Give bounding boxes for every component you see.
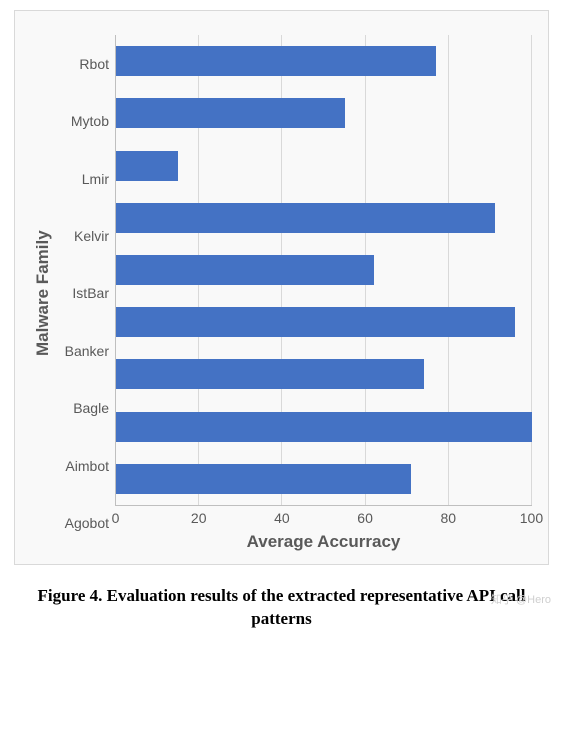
y-tick-label: Kelvir (55, 210, 109, 262)
y-tick-label: Lmir (55, 153, 109, 205)
bar (116, 412, 532, 442)
plot-area (115, 35, 532, 506)
bar-slot (116, 296, 532, 348)
bar-slot (116, 87, 532, 139)
y-axis-tick-labels: RbotMytob LmirKelvirIstBar BankerBagle Aimb… (55, 35, 115, 552)
bar (116, 203, 495, 233)
bar (116, 255, 374, 285)
y-tick-label: Rbot (55, 38, 109, 90)
chart-container: Malware Family RbotMytob LmirKelvirIstBar… (0, 0, 563, 569)
x-tick-label: 40 (281, 510, 282, 526)
figure-caption: Figure 4. Evaluation results of the extr… (0, 569, 563, 637)
x-tick-label: 60 (365, 510, 366, 526)
x-tick-label: 100 (531, 510, 532, 526)
x-axis-title: Average Accurracy (115, 532, 532, 552)
chart-box: Malware Family RbotMytob LmirKelvirIstBar… (14, 10, 549, 565)
x-tick-label: 20 (198, 510, 199, 526)
x-axis-tick-labels: 0 20 40 60 80 100 (115, 510, 532, 526)
bar (116, 46, 436, 76)
bar-slot (116, 348, 532, 400)
bar-slot (116, 140, 532, 192)
y-axis-title: Malware Family (31, 35, 55, 552)
bar-slot (116, 401, 532, 453)
bar (116, 307, 515, 337)
y-tick-label: Aimbot (55, 440, 109, 492)
y-tick-label: Mytob (55, 95, 109, 147)
bar-slot (116, 453, 532, 505)
y-tick-label: Bagle (55, 382, 109, 434)
bar-slot (116, 192, 532, 244)
y-tick-label: Banker (55, 325, 109, 377)
bar-slot (116, 244, 532, 296)
bar-slot (116, 35, 532, 87)
bars-group (116, 35, 532, 505)
bar (116, 151, 178, 181)
x-tick-label: 0 (115, 510, 116, 526)
x-tick-label: 80 (448, 510, 449, 526)
y-tick-label: Agobot (55, 497, 109, 549)
bar (116, 359, 424, 389)
bar (116, 464, 411, 494)
bar (116, 98, 345, 128)
y-tick-label: IstBar (55, 267, 109, 319)
